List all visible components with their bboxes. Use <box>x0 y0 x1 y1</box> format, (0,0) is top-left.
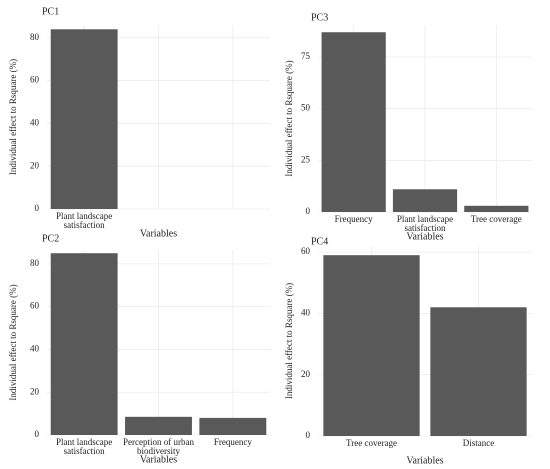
x-tick-label: Tree coverage <box>346 438 397 448</box>
y-tick-label: 40 <box>30 344 40 354</box>
bar <box>50 253 118 435</box>
y-tick-label: 25 <box>301 154 311 164</box>
x-tick-label: Frequency <box>214 437 252 447</box>
y-axis-label: Individual effect to Rsquare (%) <box>8 59 18 175</box>
bar <box>199 417 267 435</box>
bar <box>321 32 386 213</box>
y-tick-label: 0 <box>306 206 311 216</box>
bar <box>430 307 527 436</box>
y-tick-label: 60 <box>30 301 40 311</box>
y-tick-label: 0 <box>35 429 40 439</box>
y-tick-label: 50 <box>301 103 311 113</box>
y-axis-label: Individual effect to Rsquare (%) <box>284 60 294 176</box>
y-tick-label: 40 <box>301 307 311 317</box>
y-tick-label: 80 <box>30 258 40 268</box>
y-tick-label: 20 <box>301 369 311 379</box>
bar <box>125 416 192 435</box>
x-tick-label: Frequency <box>335 214 373 224</box>
y-tick-label: 20 <box>30 160 40 170</box>
x-axis-label: Variables <box>406 455 443 466</box>
y-axis-label: Individual effect to Rsquare (%) <box>284 283 294 399</box>
panel-title: PC4 <box>311 236 328 247</box>
y-tick-label: 60 <box>301 246 311 256</box>
y-tick-label: 20 <box>30 386 40 396</box>
y-tick-label: 60 <box>30 75 40 85</box>
y-tick-label: 0 <box>306 430 311 440</box>
x-axis-label: Variables <box>406 231 443 242</box>
panel-title: PC3 <box>311 12 328 23</box>
y-tick-label: 75 <box>301 51 311 61</box>
y-axis-label: Individual effect to Rsquare (%) <box>8 284 18 400</box>
x-tick-label: Tree coverage <box>471 214 522 224</box>
bar <box>323 255 420 436</box>
x-tick-label: Plant landscape satisfaction <box>56 437 112 456</box>
x-tick-label: Distance <box>463 438 495 448</box>
panel-title: PC2 <box>42 233 59 244</box>
y-tick-label: 0 <box>35 203 40 213</box>
bar <box>464 205 529 212</box>
x-tick-label: Plant landscape satisfaction <box>397 214 453 233</box>
x-axis-label: Variables <box>140 228 177 239</box>
x-axis-label: Variables <box>140 454 177 465</box>
x-tick-label: Plant landscape satisfaction <box>56 211 112 230</box>
bar <box>50 29 118 210</box>
panel-title: PC1 <box>42 6 59 17</box>
x-tick-label: Perception of urban biodiversity <box>123 437 194 456</box>
y-tick-label: 80 <box>30 32 40 42</box>
y-tick-label: 40 <box>30 117 40 127</box>
bar <box>392 189 458 212</box>
